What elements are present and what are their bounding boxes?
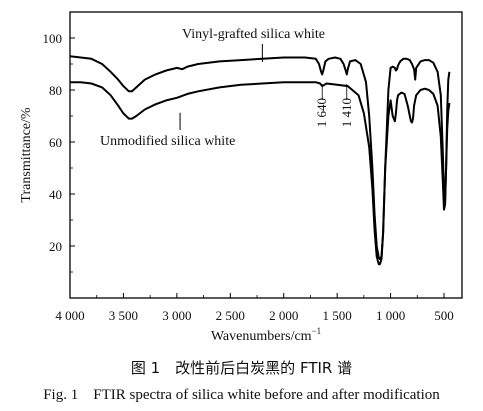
series-line-unmodified bbox=[70, 81, 451, 266]
y-tick-label: 20 bbox=[49, 239, 62, 254]
x-tick-label: 3 500 bbox=[109, 308, 138, 323]
y-tick-label: 100 bbox=[43, 31, 63, 46]
x-axis-ticks: 4 000 3 500 3 000 2 500 2 000 1 500 1 000 500 bbox=[55, 293, 454, 323]
y-axis-ticks: 20 40 60 80 100 bbox=[43, 31, 75, 273]
x-axis-label: Wavenumbers/cm−1 bbox=[211, 326, 321, 344]
x-tick-label: 1 500 bbox=[323, 308, 352, 323]
figure-caption-chinese: 图 1 改性前后白炭黑的 FTIR 谱 bbox=[130, 359, 353, 377]
x-tick-label: 3 000 bbox=[162, 308, 191, 323]
figure-caption-english: Fig. 1 FTIR spectra of silica white befo… bbox=[43, 387, 440, 403]
y-axis-label: Transmittance/% bbox=[19, 107, 34, 202]
x-tick-label: 4 000 bbox=[55, 308, 84, 323]
y-tick-label: 80 bbox=[49, 83, 62, 98]
series-line-vinyl-grafted bbox=[69, 55, 451, 260]
spectra-lines bbox=[69, 55, 451, 266]
x-tick-label: 2 500 bbox=[216, 308, 245, 323]
peak-label-1410: 1 410 bbox=[339, 98, 354, 127]
series-label-vinyl-grafted: Vinyl-grafted silica white bbox=[182, 27, 325, 42]
annotations: Vinyl-grafted silica white Unmodified sil… bbox=[100, 27, 354, 149]
x-tick-label: 500 bbox=[434, 308, 454, 323]
y-tick-label: 40 bbox=[49, 187, 62, 202]
x-tick-label: 1 000 bbox=[376, 308, 405, 323]
plot-frame bbox=[69, 11, 463, 299]
ftir-chart: 4 000 3 500 3 000 2 500 2 000 1 500 1 000 500 2… bbox=[19, 11, 463, 344]
peak-label-1640: 1 640 bbox=[314, 98, 329, 127]
y-tick-label: 60 bbox=[49, 135, 62, 150]
x-tick-label: 2 000 bbox=[269, 308, 298, 323]
series-label-unmodified: Unmodified silica white bbox=[100, 134, 235, 149]
